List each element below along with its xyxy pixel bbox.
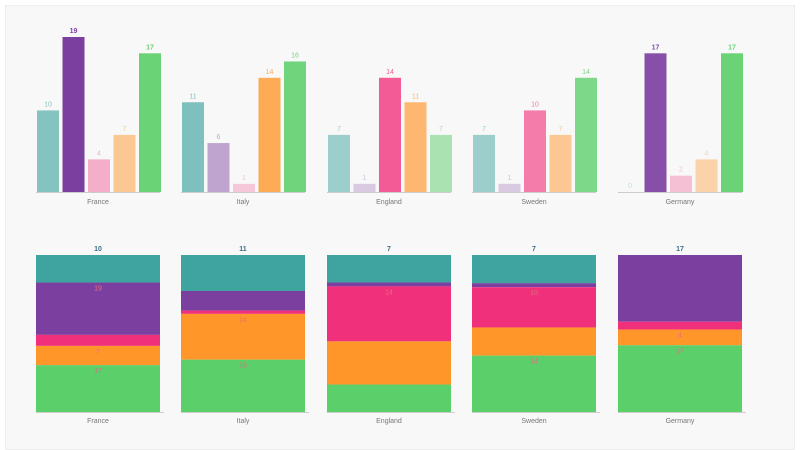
data-label: 17 bbox=[728, 44, 736, 51]
data-label: 17 bbox=[94, 368, 102, 375]
stack-segment-italy-4 bbox=[181, 359, 305, 412]
data-label: 7 bbox=[123, 126, 127, 133]
x-tick-label: Germany bbox=[666, 199, 695, 206]
data-label: 11 bbox=[412, 93, 419, 100]
data-label: 1 bbox=[242, 175, 246, 182]
stack-segment-sweden-0 bbox=[472, 255, 596, 284]
data-label: 11 bbox=[189, 93, 196, 100]
data-label: 14 bbox=[239, 317, 247, 324]
data-label: 6 bbox=[217, 134, 221, 141]
data-label: 0 bbox=[628, 183, 632, 190]
data-label: 17 bbox=[146, 44, 154, 51]
stack-segment-germany-2 bbox=[618, 321, 742, 330]
bar-france-3 bbox=[113, 134, 136, 192]
stack-segment-germany-4 bbox=[618, 345, 742, 412]
bar-germany-1 bbox=[644, 53, 667, 192]
bar-sweden-1 bbox=[498, 183, 521, 192]
data-label: 10 bbox=[44, 101, 52, 108]
stack-segment-england-0 bbox=[327, 255, 451, 283]
x-tick-label: France bbox=[87, 418, 109, 425]
bar-germany-2 bbox=[670, 175, 692, 192]
data-label: 19 bbox=[70, 28, 78, 35]
bar-germany-4 bbox=[721, 53, 743, 192]
stack-segment-germany-1 bbox=[618, 255, 742, 322]
data-label: 11 bbox=[239, 246, 247, 253]
data-label: 7 bbox=[439, 126, 443, 133]
bar-france-4 bbox=[139, 53, 161, 192]
stack-segment-england-4 bbox=[327, 384, 451, 412]
bar-italy-2 bbox=[233, 183, 255, 192]
stack-segment-france-2 bbox=[36, 334, 160, 346]
x-tick-label: France bbox=[87, 199, 109, 206]
bar-italy-1 bbox=[207, 143, 230, 192]
data-label: 10 bbox=[531, 101, 539, 108]
data-label: 7 bbox=[559, 126, 563, 133]
stack-segment-france-3 bbox=[36, 345, 160, 366]
bar-france-2 bbox=[88, 159, 110, 192]
stack-segment-italy-0 bbox=[181, 255, 305, 291]
stack-segment-england-3 bbox=[327, 341, 451, 385]
stack-segment-sweden-2 bbox=[472, 287, 596, 328]
x-tick-label: England bbox=[376, 418, 402, 425]
stack-segment-france-0 bbox=[36, 255, 160, 283]
bar-sweden-2 bbox=[524, 110, 546, 192]
data-label: 7 bbox=[532, 246, 536, 253]
bar-england-4 bbox=[430, 134, 452, 192]
data-label: 17 bbox=[676, 348, 684, 355]
data-label: 14 bbox=[530, 359, 538, 366]
stack-segment-germany-3 bbox=[618, 329, 742, 346]
data-label: 14 bbox=[582, 69, 590, 76]
x-tick-label: Sweden bbox=[521, 199, 546, 206]
bar-england-2 bbox=[379, 77, 401, 192]
data-label: 7 bbox=[482, 126, 486, 133]
x-tick-label: Italy bbox=[237, 418, 250, 425]
stack-segment-sweden-4 bbox=[472, 355, 596, 412]
data-label: 7 bbox=[337, 126, 341, 133]
data-label: 10 bbox=[94, 246, 102, 253]
x-tick-label: Sweden bbox=[521, 418, 546, 425]
bar-france-0 bbox=[37, 110, 59, 192]
bar-england-3 bbox=[404, 102, 427, 192]
data-label: 16 bbox=[291, 52, 299, 59]
bar-england-0 bbox=[328, 134, 350, 192]
data-label: 10 bbox=[530, 290, 538, 297]
data-label: 4 bbox=[678, 333, 682, 340]
stack-segment-italy-1 bbox=[181, 290, 305, 311]
data-label: 19 bbox=[94, 286, 102, 293]
bar-italy-0 bbox=[182, 102, 204, 192]
bar-england-1 bbox=[353, 183, 376, 192]
bar-france-1 bbox=[62, 37, 85, 192]
bar-germany-3 bbox=[695, 159, 718, 192]
stack-segment-england-2 bbox=[327, 286, 451, 342]
bar-sweden-3 bbox=[549, 134, 572, 192]
data-label: 2 bbox=[679, 167, 683, 174]
x-tick-label: England bbox=[376, 199, 402, 206]
bar-sweden-0 bbox=[473, 134, 495, 192]
data-label: 7 bbox=[96, 349, 100, 356]
stack-segment-italy-3 bbox=[181, 313, 305, 360]
stack-segment-england-1 bbox=[327, 282, 451, 287]
data-label: 17 bbox=[676, 246, 684, 253]
x-tick-label: Italy bbox=[237, 199, 250, 206]
stack-segment-sweden-3 bbox=[472, 327, 596, 356]
stack-segment-france-4 bbox=[36, 365, 160, 412]
stack-segment-italy-2 bbox=[181, 310, 305, 314]
data-label: 4 bbox=[97, 150, 101, 157]
bar-italy-4 bbox=[284, 61, 306, 193]
data-label: 7 bbox=[387, 246, 391, 253]
bar-sweden-4 bbox=[575, 77, 597, 192]
data-label: 14 bbox=[385, 289, 393, 296]
data-label: 17 bbox=[652, 44, 660, 51]
data-label: 4 bbox=[705, 150, 709, 157]
x-tick-label: Germany bbox=[666, 418, 695, 425]
stack-segment-sweden-1 bbox=[472, 283, 596, 288]
stack-segment-france-1 bbox=[36, 282, 160, 335]
data-label: 14 bbox=[386, 69, 394, 76]
data-label: 1 bbox=[508, 175, 512, 182]
bar-italy-3 bbox=[258, 77, 281, 192]
data-label: 1 bbox=[363, 175, 367, 182]
data-label: 16 bbox=[239, 363, 247, 370]
data-label: 14 bbox=[266, 69, 274, 76]
